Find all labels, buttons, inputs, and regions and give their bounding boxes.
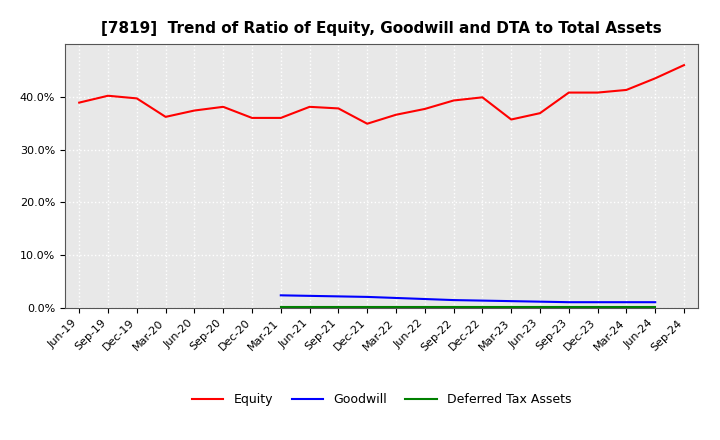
Equity [248,115,256,121]
Equity [420,106,429,112]
Equity [276,115,285,121]
Goodwill [420,297,429,302]
Goodwill [593,300,602,305]
Deferred Tax Assets [622,305,631,310]
Equity [651,76,660,81]
Equity [161,114,170,120]
Equity [392,112,400,117]
Equity [622,87,631,92]
Equity [363,121,372,126]
Goodwill [651,300,660,305]
Line: Goodwill: Goodwill [281,295,655,302]
Goodwill [564,300,573,305]
Equity [449,98,458,103]
Equity [305,104,314,110]
Deferred Tax Assets [392,305,400,310]
Goodwill [622,300,631,305]
Deferred Tax Assets [420,305,429,310]
Equity [334,106,343,111]
Equity [564,90,573,95]
Equity [507,117,516,122]
Deferred Tax Assets [363,305,372,310]
Deferred Tax Assets [305,305,314,310]
Goodwill [392,295,400,301]
Deferred Tax Assets [449,305,458,310]
Equity [536,110,544,116]
Equity [75,100,84,105]
Goodwill [507,298,516,304]
Deferred Tax Assets [334,305,343,310]
Equity [680,62,688,68]
Deferred Tax Assets [478,305,487,310]
Goodwill [363,294,372,300]
Goodwill [276,293,285,298]
Legend: Equity, Goodwill, Deferred Tax Assets: Equity, Goodwill, Deferred Tax Assets [187,388,576,411]
Equity [132,96,141,101]
Goodwill [305,293,314,298]
Deferred Tax Assets [536,305,544,310]
Equity [219,104,228,110]
Goodwill [449,297,458,303]
Deferred Tax Assets [564,305,573,310]
Goodwill [478,298,487,303]
Equity [478,95,487,100]
Deferred Tax Assets [593,305,602,310]
Line: Equity: Equity [79,65,684,124]
Equity [593,90,602,95]
Deferred Tax Assets [276,305,285,310]
Equity [104,93,112,99]
Goodwill [334,294,343,299]
Deferred Tax Assets [507,305,516,310]
Goodwill [536,299,544,304]
Equity [190,108,199,113]
Title: [7819]  Trend of Ratio of Equity, Goodwill and DTA to Total Assets: [7819] Trend of Ratio of Equity, Goodwil… [102,21,662,36]
Deferred Tax Assets [651,305,660,310]
